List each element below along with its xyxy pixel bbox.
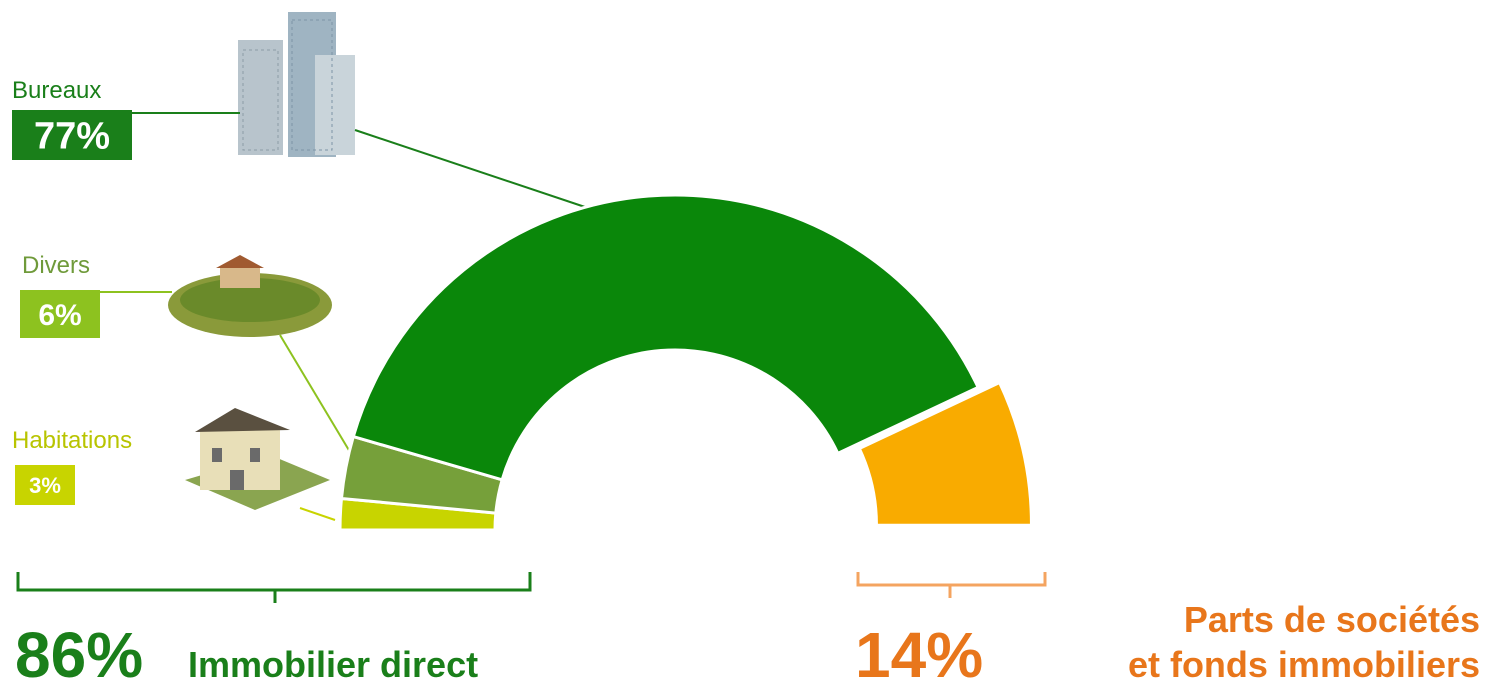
category-label: Habitations	[12, 427, 132, 454]
category-label: Divers	[22, 252, 90, 279]
office-icon	[238, 12, 355, 157]
value-label: 6%	[38, 299, 81, 332]
slice	[857, 380, 1033, 527]
value-label: 77%	[34, 116, 110, 158]
leader-lines	[100, 112, 589, 521]
label-box	[12, 110, 132, 160]
group-name: Immobilier direct	[188, 644, 478, 685]
group-name: Parts de sociétés	[1184, 599, 1480, 640]
bracket	[856, 572, 1047, 598]
bracket	[16, 572, 532, 603]
slice	[351, 193, 981, 482]
house-icon	[185, 408, 330, 510]
label-box	[15, 465, 75, 505]
vineyard-icon	[168, 255, 332, 337]
label-box	[20, 290, 100, 338]
category-label: Bureaux	[12, 77, 101, 104]
value-label: 3%	[29, 473, 61, 498]
group-value: 14%	[855, 619, 983, 688]
group-value: 86%	[15, 619, 143, 688]
group-name: et fonds immobiliers	[1128, 644, 1480, 685]
